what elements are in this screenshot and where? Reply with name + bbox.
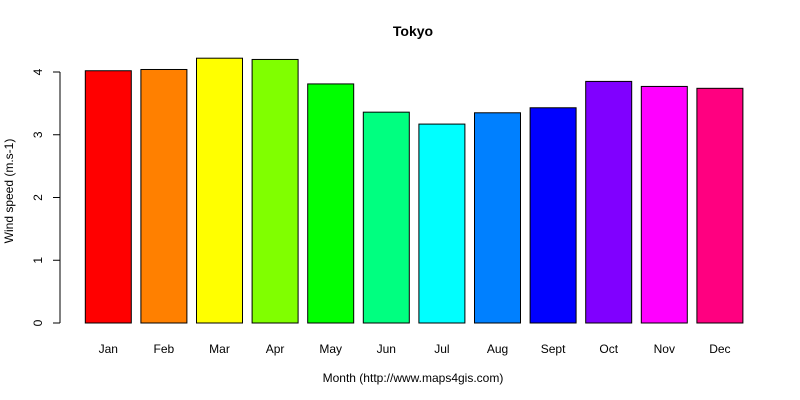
bar-jan <box>84 70 132 324</box>
bar-sept <box>529 107 577 324</box>
x-axis-label: Month (http://www.maps4gis.com) <box>323 371 504 385</box>
y-tick-label: 0 <box>31 319 45 326</box>
bar-oct <box>585 80 633 324</box>
bar-dec <box>696 87 744 324</box>
x-tick-label: Jun <box>377 342 396 356</box>
bars <box>84 57 744 324</box>
y-axis: 0 1 2 3 4 <box>31 68 61 326</box>
y-tick-label: 3 <box>31 131 45 138</box>
x-tick-label: Feb <box>154 342 175 356</box>
x-tick-label: Mar <box>209 342 230 356</box>
bar-aug <box>474 112 521 324</box>
x-tick-label: Sept <box>541 342 566 356</box>
x-tick-label: Apr <box>266 342 285 356</box>
x-tick-label: Nov <box>654 342 675 356</box>
y-tick-label: 4 <box>31 68 45 75</box>
chart-title: Tokyo <box>393 23 433 39</box>
x-tick-label: Oct <box>599 342 618 356</box>
x-tick-label: Aug <box>487 342 508 356</box>
bar-mar <box>196 57 243 324</box>
x-tick-labels: Jan Feb Mar Apr May Jun Jul Aug Sept Oct Nov Dec <box>99 342 731 356</box>
bar-nov <box>640 85 688 324</box>
y-tick-label: 2 <box>31 194 45 201</box>
bar-apr <box>251 58 299 324</box>
bar-jun <box>362 111 410 324</box>
bar-jul <box>418 123 466 324</box>
x-tick-label: Jul <box>434 342 449 356</box>
bar-feb <box>140 68 188 324</box>
x-tick-label: Jan <box>99 342 118 356</box>
bar-may <box>307 83 355 324</box>
x-tick-label: Dec <box>709 342 730 356</box>
y-axis-label: Wind speed (m.s-1) <box>2 139 16 244</box>
y-tick-label: 1 <box>31 257 45 264</box>
x-tick-label: May <box>319 342 342 356</box>
